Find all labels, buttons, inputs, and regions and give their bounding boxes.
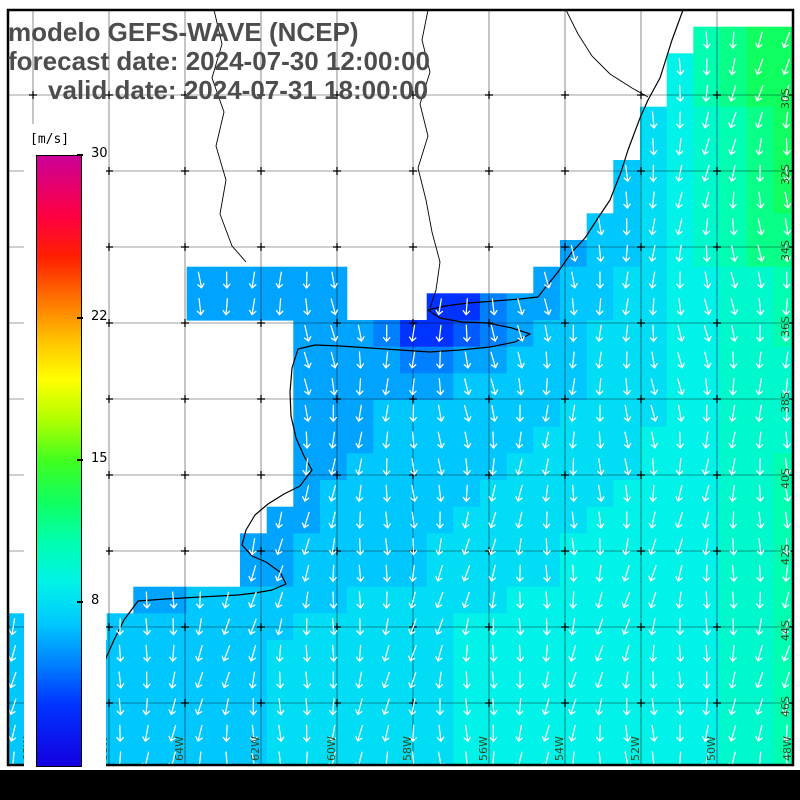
longitude-label: 48W xyxy=(781,736,794,761)
longitude-label: 62W xyxy=(249,736,262,761)
colorbar-tick-label: 8 xyxy=(91,593,100,609)
latitude-label: 38S xyxy=(779,392,792,413)
colorbar-gradient-bar xyxy=(36,155,82,767)
model-title: modelo GEFS-WAVE (NCEP) xyxy=(8,17,359,47)
latitude-label: 44S xyxy=(779,620,792,641)
plot-frame xyxy=(6,8,795,767)
longitude-label: 50W xyxy=(705,736,718,761)
inland-border-line xyxy=(211,11,247,263)
latitude-label: 34S xyxy=(779,240,792,261)
inland-border-line xyxy=(417,11,441,309)
colorbar-tick-label: 15 xyxy=(91,451,108,466)
inland-border-line xyxy=(565,11,649,98)
forecast-date-line: forecast date: 2024-07-30 12:00:00 xyxy=(8,46,431,76)
colorbar-tick-container: 30 22 15 8 xyxy=(77,146,110,765)
latitude-label: 30S xyxy=(779,88,792,109)
colorbar-tick-mark xyxy=(77,316,83,319)
latitude-label: 46S xyxy=(779,696,792,717)
longitude-label: 54W xyxy=(553,736,566,761)
wind-direction-arrows xyxy=(9,31,792,764)
colorbar-tick-mark xyxy=(77,154,83,156)
latitude-label: 40S xyxy=(779,468,792,489)
colorbar-unit-label: [m/s] xyxy=(30,132,70,147)
latitude-label: 36S xyxy=(779,316,792,337)
longitude-label: 64W xyxy=(173,736,186,761)
latitude-label: 32S xyxy=(779,164,792,185)
bottom-black-bar xyxy=(0,770,800,800)
longitude-label: 52W xyxy=(629,736,642,761)
valid-date-line: valid date: 2024-07-31 18:00:00 xyxy=(48,75,429,105)
title-block: modelo GEFS-WAVE (NCEP) forecast date: 2… xyxy=(8,18,430,105)
colorbar-tick-label: 30 xyxy=(91,146,108,161)
longitude-label: 60W xyxy=(325,736,338,761)
longitude-label: 56W xyxy=(477,736,490,761)
plot-area xyxy=(9,11,792,764)
colorbar-tick-mark xyxy=(77,459,83,461)
graticule xyxy=(9,11,792,764)
latitude-label: 42S xyxy=(779,544,792,565)
colorbar-tick-mark xyxy=(77,601,83,604)
colorbar-tick-label: 22 xyxy=(91,308,108,324)
longitude-label: 58W xyxy=(401,736,414,761)
